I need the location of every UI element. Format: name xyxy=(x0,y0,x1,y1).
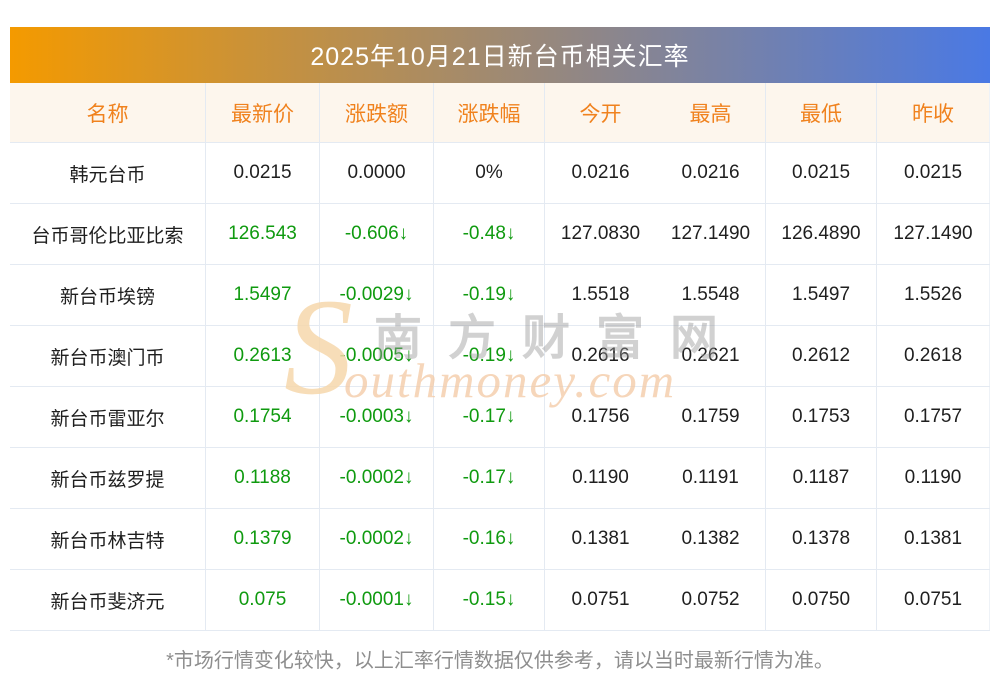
column-header-change_pct: 涨跌幅 xyxy=(434,83,545,142)
cell-low: 0.0215 xyxy=(766,143,877,203)
cell-change: -0.0001↓ xyxy=(320,570,434,630)
cell-open: 0.0751 xyxy=(571,589,630,610)
page-title: 2025年10月21日新台币相关汇率 xyxy=(310,43,690,71)
cell-latest: 0.1754 xyxy=(206,387,320,447)
cell-high: 0.1759 xyxy=(656,387,766,447)
cell-prev_close: 0.2618 xyxy=(877,326,990,386)
column-header-change: 涨跌额 xyxy=(320,83,434,142)
cell-latest: 0.0215 xyxy=(206,143,320,203)
cell-high: 0.0752 xyxy=(656,570,766,630)
cell-change: -0.606↓ xyxy=(320,204,434,264)
table-row: 新台币兹罗提 0.1188 -0.0002↓ -0.17↓ 0.1190 0.1191 0.… xyxy=(10,448,990,509)
cell-change: -0.0002↓ xyxy=(320,448,434,508)
cell-name: 新台币林吉特 xyxy=(10,509,206,569)
cell-prev_close: 127.1490 xyxy=(877,204,990,264)
table-row: 新台币林吉特 0.1379 -0.0002↓ -0.16↓ 0.1381 0.1382 0.… xyxy=(10,509,990,570)
table-header-row: 名称 最新价 涨跌额 涨跌幅 今开 最高 最低 昨收 xyxy=(10,83,990,143)
cell-change_pct: 0% xyxy=(434,143,545,203)
rates-page: 2025年10月21日新台币相关汇率 名称 最新价 涨跌额 涨跌幅 今开 最高 最低 昨收 韩… xyxy=(10,27,990,631)
cell-open: 0.0216 xyxy=(571,162,630,183)
cell-name: 新台币雷亚尔 xyxy=(10,387,206,447)
cell-change_pct: -0.19↓ xyxy=(434,326,545,386)
cell-high: 0.0216 xyxy=(656,143,766,203)
column-header-prev_close: 昨收 xyxy=(877,83,990,142)
cell-prev_close: 1.5526 xyxy=(877,265,990,325)
cell-latest: 1.5497 xyxy=(206,265,320,325)
cell-name: 新台币斐济元 xyxy=(10,570,206,630)
cell-change: -0.0029↓ xyxy=(320,265,434,325)
cell-prev_close: 0.1757 xyxy=(877,387,990,447)
cell-name: 台币哥伦比亚比索 xyxy=(10,204,206,264)
cell-prev_close: 0.0751 xyxy=(877,570,990,630)
cell-name: 新台币兹罗提 xyxy=(10,448,206,508)
cell-prev_close: 0.1190 xyxy=(877,448,990,508)
cell-open: 0.1190 xyxy=(572,467,629,488)
column-header-open: 今开 xyxy=(579,102,622,126)
cell-prev_close: 0.1381 xyxy=(877,509,990,569)
column-header-name: 名称 xyxy=(10,83,206,142)
cell-open: 127.0830 xyxy=(560,223,641,244)
cell-change: -0.0002↓ xyxy=(320,509,434,569)
cell-change: -0.0003↓ xyxy=(320,387,434,447)
cell-change: 0.0000 xyxy=(320,143,434,203)
cell-latest: 0.2613 xyxy=(206,326,320,386)
column-header-low: 最低 xyxy=(766,83,877,142)
cell-open: 0.1381 xyxy=(571,528,630,549)
cell-change_pct: -0.48↓ xyxy=(434,204,545,264)
cell-low: 0.1753 xyxy=(766,387,877,447)
cell-name: 韩元台币 xyxy=(10,143,206,203)
table-row: 韩元台币 0.0215 0.0000 0% 0.0216 0.0216 0.0215 0.02… xyxy=(10,143,990,204)
column-header-high: 最高 xyxy=(656,83,766,142)
cell-low: 0.0750 xyxy=(766,570,877,630)
exchange-rate-table: 名称 最新价 涨跌额 涨跌幅 今开 最高 最低 昨收 韩元台币 0.0215 0.0000 0% 0.… xyxy=(10,83,990,631)
cell-open: 0.1756 xyxy=(571,406,630,427)
table-row: 台币哥伦比亚比索 126.543 -0.606↓ -0.48↓ 127.0830 127.… xyxy=(10,204,990,265)
cell-low: 0.2612 xyxy=(766,326,877,386)
cell-high: 127.1490 xyxy=(656,204,766,264)
cell-high: 0.2621 xyxy=(656,326,766,386)
table-row: 新台币雷亚尔 0.1754 -0.0003↓ -0.17↓ 0.1756 0.1759 0.… xyxy=(10,387,990,448)
cell-latest: 0.1379 xyxy=(206,509,320,569)
cell-change_pct: -0.15↓ xyxy=(434,570,545,630)
disclaimer-note: *市场行情变化较快，以上汇率行情数据仅供参考，请以当时最新行情为准。 xyxy=(166,650,834,672)
cell-change_pct: -0.17↓ xyxy=(434,448,545,508)
cell-high: 0.1382 xyxy=(656,509,766,569)
cell-low: 126.4890 xyxy=(766,204,877,264)
cell-low: 0.1187 xyxy=(766,448,877,508)
cell-name: 新台币澳门币 xyxy=(10,326,206,386)
cell-change_pct: -0.17↓ xyxy=(434,387,545,447)
cell-high: 1.5548 xyxy=(656,265,766,325)
table-row: 新台币斐济元 0.075 -0.0001↓ -0.15↓ 0.0751 0.0752 0.0… xyxy=(10,570,990,631)
cell-change_pct: -0.19↓ xyxy=(434,265,545,325)
cell-prev_close: 0.0215 xyxy=(877,143,990,203)
table-row: 新台币澳门币 0.2613 -0.0005↓ -0.19↓ 0.2616 0.2621 0.… xyxy=(10,326,990,387)
column-header-latest: 最新价 xyxy=(206,83,320,142)
cell-latest: 0.075 xyxy=(206,570,320,630)
title-bar: 2025年10月21日新台币相关汇率 xyxy=(10,27,990,83)
cell-change: -0.0005↓ xyxy=(320,326,434,386)
cell-low: 1.5497 xyxy=(766,265,877,325)
cell-low: 0.1378 xyxy=(766,509,877,569)
cell-change_pct: -0.16↓ xyxy=(434,509,545,569)
table-row: 新台币埃镑 1.5497 -0.0029↓ -0.19↓ 1.5518 1.5548 1.5… xyxy=(10,265,990,326)
cell-latest: 126.543 xyxy=(206,204,320,264)
cell-name: 新台币埃镑 xyxy=(10,265,206,325)
cell-latest: 0.1188 xyxy=(206,448,320,508)
cell-open: 0.2616 xyxy=(571,345,630,366)
table-body: 韩元台币 0.0215 0.0000 0% 0.0216 0.0216 0.0215 0.02… xyxy=(10,143,990,631)
cell-high: 0.1191 xyxy=(656,448,766,508)
cell-open: 1.5518 xyxy=(571,284,630,305)
